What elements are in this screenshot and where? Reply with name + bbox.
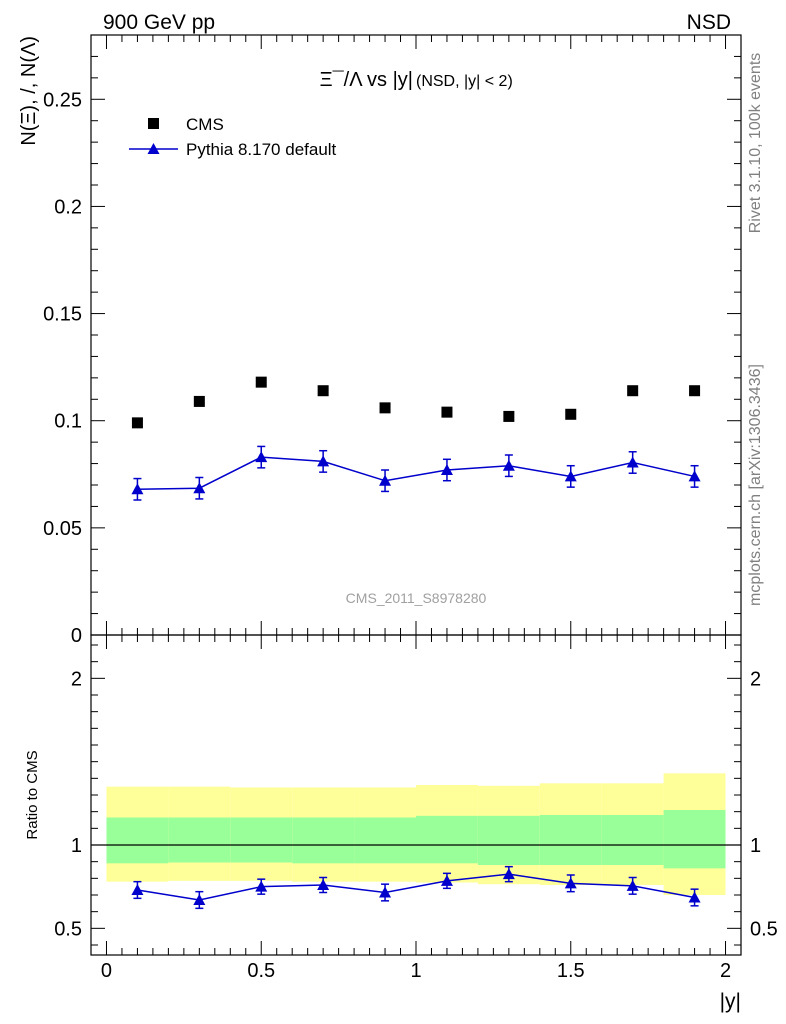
main-cms-point	[255, 376, 267, 388]
main-pythia-point	[255, 451, 268, 463]
ratio-band-inner	[601, 815, 664, 865]
main-ytick-label: 0.1	[54, 411, 82, 433]
main-ytick-label: 0	[71, 625, 82, 647]
ratio-ytick-label-right: 0.5	[750, 918, 778, 940]
header-right-label: NSD	[687, 11, 731, 34]
ratio-band-inner	[168, 817, 231, 863]
ratio-y-axis-label: Ratio to CMS	[24, 750, 41, 839]
main-cms-point	[627, 385, 639, 397]
header-left-label: 900 GeV pp	[103, 11, 215, 34]
main-pythia-line	[137, 456, 695, 491]
ratio-band-inner	[539, 815, 602, 865]
main-title-text: Ξ¯/Λ vs |y|	[320, 69, 413, 91]
ratio-pythia-point	[440, 874, 453, 886]
ratio-pythia-point	[502, 868, 515, 880]
main-pythia-point	[131, 483, 144, 495]
ratio-xtick-label: 0	[101, 960, 112, 982]
main-pythia-point	[379, 474, 392, 486]
ratio-panel: 0.5 0.5 1 1 2 2 0 0.5 1 1.5 2 Ratio to CMS |y|	[24, 634, 778, 1013]
watermark: CMS_2011_S8978280	[346, 590, 487, 606]
ratio-pythia-line	[137, 873, 695, 901]
legend-pythia-marker	[147, 143, 160, 154]
main-pythia-point	[564, 470, 577, 482]
ratio-ytick-label-right: 2	[750, 668, 761, 690]
legend-cms-label: CMS	[186, 115, 224, 134]
main-ytick-label: 0.15	[43, 304, 82, 326]
ratio-xtick-label: 2	[720, 960, 731, 982]
main-cms-point	[193, 395, 205, 407]
main-cms-point	[317, 385, 329, 397]
main-pythia-point	[317, 455, 330, 467]
legend-cms-marker	[148, 118, 159, 129]
main-cms-point	[503, 410, 515, 422]
main-cms-point	[131, 417, 143, 429]
ratio-band-inner	[106, 817, 169, 864]
mcplots-label: mcplots.cern.ch [arXiv:1306.3436]	[747, 364, 764, 606]
ratio-pythia-point	[626, 879, 639, 891]
ratio-band-inner	[663, 810, 726, 869]
legend: CMS Pythia 8.170 default	[129, 115, 337, 159]
ratio-band-inner	[416, 815, 478, 864]
ratio-band-inner	[230, 817, 293, 863]
main-cms-point	[379, 402, 391, 414]
main-pythia-point	[626, 456, 639, 468]
main-pythia-point	[440, 464, 453, 475]
main-pythia-point	[688, 470, 701, 482]
ratio-ytick-label-right: 1	[750, 835, 761, 857]
ratio-xtick-label: 1.5	[557, 960, 585, 982]
main-cms-point	[689, 385, 701, 397]
ratio-xtick-label: 0.5	[247, 960, 275, 982]
ratio-ytick-label: 0.5	[54, 918, 82, 940]
ratio-band-inner	[354, 817, 416, 864]
main-panel: 0 0.05 0.1 0.15 0.2 0.25 CMS_2011_S8978280 Ξ¯…	[18, 34, 742, 647]
main-title-suffix: (NSD, |y| < 2)	[416, 73, 513, 90]
ratio-pythia-point	[317, 879, 330, 890]
ratio-pythia-point	[564, 877, 577, 889]
main-title: Ξ¯/Λ vs |y|	[320, 69, 413, 91]
main-cms-point	[565, 408, 577, 420]
main-ytick-label: 0.25	[43, 89, 82, 111]
ratio-ytick-label: 2	[71, 668, 82, 690]
ratio-band-inner	[292, 817, 355, 864]
ratio-pythia-point	[255, 880, 268, 892]
main-ytick-label: 0.05	[43, 518, 82, 540]
main-cms-point	[441, 406, 453, 418]
main-pythia-point	[193, 482, 206, 494]
main-ytick-label: 0.2	[54, 196, 82, 218]
legend-pythia-label: Pythia 8.170 default	[186, 140, 337, 159]
main-y-axis-label: N(Ξ), /, N(Λ)	[18, 36, 40, 146]
ratio-xtick-label: 1	[410, 960, 421, 982]
main-pythia-point	[502, 459, 515, 471]
rivet-version-label: Rivet 3.1.10, 100k events	[747, 53, 764, 234]
ratio-pythia-point	[688, 891, 701, 903]
ratio-x-axis-label: |y|	[720, 990, 741, 1013]
ratio-band-inner	[477, 815, 540, 865]
ratio-pythia-point	[193, 894, 206, 905]
ratio-pythia-point	[379, 886, 392, 898]
ratio-ytick-label: 1	[71, 835, 82, 857]
ratio-pythia-point	[131, 884, 144, 895]
